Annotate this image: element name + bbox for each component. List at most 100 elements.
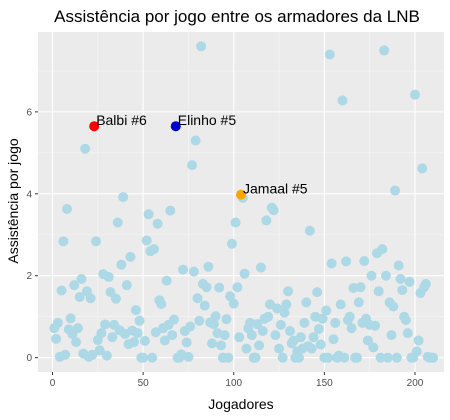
data-point bbox=[346, 323, 357, 334]
data-point bbox=[159, 335, 170, 346]
x-tick-label: 150 bbox=[316, 378, 333, 389]
data-point bbox=[185, 321, 196, 332]
data-point bbox=[199, 300, 210, 311]
data-point bbox=[252, 319, 263, 330]
data-point bbox=[257, 326, 268, 337]
data-point bbox=[87, 349, 98, 360]
data-point bbox=[138, 352, 149, 363]
data-point bbox=[223, 352, 234, 363]
data-point bbox=[107, 332, 118, 343]
data-point bbox=[402, 328, 413, 339]
data-point bbox=[167, 330, 178, 341]
data-point bbox=[65, 313, 76, 324]
data-point bbox=[324, 49, 335, 60]
data-point bbox=[71, 337, 82, 348]
data-point bbox=[130, 305, 141, 316]
data-point bbox=[359, 255, 370, 266]
data-point bbox=[353, 297, 364, 308]
data-point bbox=[390, 185, 401, 196]
highlight-label: Elinho #5 bbox=[178, 112, 237, 128]
data-point bbox=[388, 301, 399, 312]
data-point bbox=[375, 352, 386, 363]
data-point bbox=[56, 285, 67, 296]
data-point bbox=[105, 287, 116, 298]
data-point bbox=[239, 268, 250, 279]
data-point bbox=[125, 251, 136, 262]
y-tick-label: 2 bbox=[26, 271, 32, 282]
data-point bbox=[246, 330, 257, 341]
data-point bbox=[232, 282, 243, 293]
data-point bbox=[410, 89, 420, 100]
data-point bbox=[129, 337, 140, 348]
data-point bbox=[190, 135, 201, 146]
data-point bbox=[382, 352, 393, 363]
data-point bbox=[281, 299, 292, 310]
data-point bbox=[404, 276, 415, 287]
data-point bbox=[301, 297, 312, 308]
data-point bbox=[397, 285, 408, 296]
highlight-points: Balbi #6 Elinho #5 Jamaal #5 bbox=[89, 112, 308, 200]
data-point bbox=[315, 339, 326, 350]
data-point bbox=[214, 282, 225, 293]
data-point bbox=[103, 271, 114, 282]
data-point bbox=[381, 270, 391, 281]
data-point bbox=[275, 319, 286, 330]
data-point bbox=[417, 163, 428, 174]
data-point bbox=[368, 342, 379, 353]
data-point bbox=[270, 330, 281, 341]
x-tick-label: 200 bbox=[407, 378, 424, 389]
data-point bbox=[261, 215, 272, 226]
data-point bbox=[139, 335, 150, 346]
data-point bbox=[192, 293, 203, 304]
data-point bbox=[283, 286, 294, 297]
data-point bbox=[188, 266, 199, 277]
data-point bbox=[149, 244, 159, 255]
x-axis-title: Jogadores bbox=[208, 396, 273, 412]
data-point bbox=[344, 311, 355, 322]
data-point bbox=[391, 352, 402, 363]
data-point bbox=[143, 209, 154, 220]
data-point bbox=[395, 274, 406, 285]
data-point bbox=[116, 259, 127, 270]
data-point bbox=[62, 203, 72, 214]
data-point bbox=[96, 328, 107, 339]
data-point bbox=[207, 338, 217, 349]
data-point bbox=[366, 270, 377, 281]
data-point bbox=[328, 334, 339, 345]
minor-gridlines bbox=[38, 32, 444, 372]
data-point bbox=[299, 317, 310, 328]
data-point bbox=[377, 244, 388, 255]
x-tick-label: 0 bbox=[50, 378, 56, 389]
y-axis-title: Assistência por jogo bbox=[5, 138, 21, 264]
y-tick-label: 4 bbox=[26, 189, 32, 200]
highlight-label: Balbi #6 bbox=[96, 112, 147, 128]
data-point bbox=[230, 217, 241, 228]
y-tick-label: 0 bbox=[26, 353, 32, 364]
data-point bbox=[147, 352, 158, 363]
data-point bbox=[60, 349, 71, 360]
data-point bbox=[74, 292, 85, 303]
data-point bbox=[413, 335, 424, 346]
data-point bbox=[330, 317, 341, 328]
y-tick-label: 6 bbox=[26, 107, 32, 118]
highlight-point bbox=[89, 121, 100, 132]
data-point bbox=[341, 256, 352, 267]
data-point bbox=[94, 345, 105, 356]
data-point bbox=[161, 275, 172, 286]
highlight-point bbox=[236, 189, 246, 200]
data-point bbox=[304, 225, 315, 236]
data-point bbox=[312, 287, 323, 298]
data-point bbox=[250, 352, 261, 363]
highlight-point bbox=[170, 121, 181, 132]
data-point bbox=[317, 313, 328, 324]
data-point bbox=[219, 330, 230, 341]
data-point bbox=[254, 340, 265, 351]
data-point bbox=[134, 315, 145, 326]
data-point bbox=[100, 319, 111, 330]
data-point bbox=[393, 260, 404, 271]
data-point bbox=[194, 315, 205, 326]
data-point bbox=[52, 317, 63, 328]
data-point bbox=[221, 314, 232, 325]
data-point bbox=[370, 320, 381, 331]
